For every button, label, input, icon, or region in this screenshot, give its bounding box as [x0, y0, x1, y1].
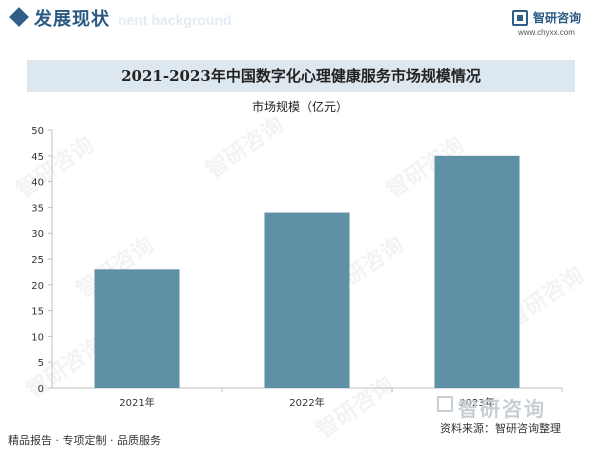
- section-title: 发展现状: [34, 9, 110, 30]
- y-tick-label: 20: [31, 281, 44, 292]
- x-tick-label: 2021年: [119, 396, 154, 409]
- x-tick-label: 2023年: [459, 396, 494, 409]
- footer-tagline: 精品报告 · 专项定制 · 品质服务: [8, 434, 161, 447]
- section-header: 发展现状 nent background 智研咨询 www.chyxx.com: [0, 0, 600, 42]
- y-tick-label: 35: [31, 203, 44, 214]
- brand-mark-icon: [512, 10, 528, 26]
- brand-name: 智研咨询: [533, 11, 582, 25]
- brand-url: www.chyxx.com: [518, 28, 575, 37]
- y-tick-label: 15: [31, 307, 44, 318]
- footer-brand-icon: [437, 396, 453, 412]
- y-tick-label: 30: [31, 229, 44, 240]
- y-tick-label: 25: [31, 255, 44, 266]
- y-tick-label: 5: [38, 358, 44, 369]
- chart-title-band: 2021-2023年中国数字化心理健康服务市场规模情况: [27, 60, 575, 92]
- y-tick-label: 0: [38, 384, 44, 395]
- data-source: 资料来源：智研咨询整理: [440, 422, 561, 435]
- chart-unit-label: 市场规模（亿元）: [251, 100, 348, 114]
- section-title-ghost: nent background: [118, 12, 232, 28]
- footer-brand: 智研咨询: [458, 397, 546, 421]
- y-tick-label: 45: [31, 152, 44, 163]
- bar: [434, 155, 520, 388]
- brand-logo: 智研咨询 www.chyxx.com: [512, 8, 592, 40]
- y-tick-label: 50: [31, 126, 44, 137]
- bar: [94, 269, 180, 388]
- y-tick-label: 10: [31, 332, 44, 343]
- bar: [264, 212, 350, 388]
- x-tick-label: 2022年: [289, 396, 324, 409]
- chart-title: 2021-2023年中国数字化心理健康服务市场规模情况: [121, 67, 481, 85]
- y-tick-label: 40: [31, 178, 44, 189]
